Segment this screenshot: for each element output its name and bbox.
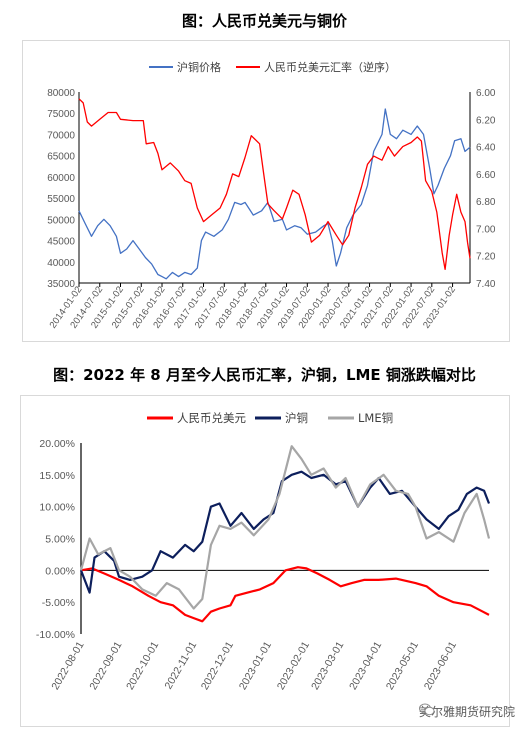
x-tick-label: 2023-05-01 — [384, 639, 421, 692]
x-tick-label: 2022-11-01 — [162, 639, 199, 691]
x-tick-label: 2023-03-01 — [309, 639, 346, 692]
y-tick-label: 5.00% — [45, 534, 75, 546]
series-line-2 — [79, 445, 491, 610]
y-left-tick-label: 65000 — [47, 152, 75, 163]
wechat-icon — [418, 703, 435, 716]
legend-label: 人民币兑美元汇率（逆序） — [264, 60, 396, 74]
y-left-tick-label: 40000 — [47, 258, 75, 269]
series-line-0 — [80, 566, 490, 623]
y-right-tick-label: 6.80 — [476, 197, 496, 208]
x-tick-label: 2022-08-01 — [49, 639, 86, 692]
y-left-tick-label: 60000 — [47, 173, 75, 184]
y-tick-label: -5.00% — [42, 597, 75, 609]
y-right-tick-label: 6.40 — [476, 143, 496, 154]
x-tick-label: 2022-12-01 — [199, 639, 236, 692]
y-left-tick-label: 50000 — [47, 215, 75, 226]
y-tick-label: -10.00% — [36, 629, 75, 641]
copper-fx-chart: 35000 40000 45000 50000 55000 60000 65000 70000… — [22, 40, 510, 342]
y-tick-label: 0.00% — [45, 565, 75, 577]
y-left-tick-label: 80000 — [47, 88, 75, 99]
y-left-tick-label: 75000 — [47, 109, 75, 120]
copper-fx-chart-svg: 35000 40000 45000 50000 55000 60000 65000 70000… — [47, 60, 496, 331]
legend-label: LME铜 — [358, 411, 393, 425]
legend-label: 沪铜 — [285, 411, 308, 425]
x-tick-label: 2022-10-01 — [124, 639, 161, 692]
y-tick-label: 10.00% — [39, 502, 75, 514]
series-line-1 — [78, 98, 471, 271]
y-right-tick-label: 6.60 — [476, 170, 496, 181]
watermark-text: 美尔雅期货研究院 — [418, 705, 515, 719]
series-line-1 — [79, 470, 491, 594]
legend-label: 沪铜价格 — [177, 60, 221, 74]
y-right-tick-label: 6.20 — [476, 115, 496, 126]
top-chart-title: 图：人民币兑美元与铜价 — [181, 12, 347, 30]
y-right-tick-label: 7.40 — [476, 279, 496, 290]
bottom-chart-title: 图：2022 年 8 月至今人民币汇率，沪铜，LME 铜涨跌幅对比 — [53, 366, 476, 384]
x-tick-label: 2023-01-01 — [237, 639, 274, 692]
series-line-0 — [78, 108, 471, 280]
y-left-tick-label: 70000 — [47, 130, 75, 141]
change-comparison-chart-svg: 20.00% 15.00% 10.00% 5.00% 0.00% -5.00% -10.00… — [36, 411, 491, 692]
x-tick-label: 2023-02-01 — [275, 639, 312, 692]
y-left-tick-label: 35000 — [47, 279, 75, 290]
legend-label: 人民币兑美元 — [177, 411, 246, 425]
watermark: 美尔雅期货研究院 — [418, 703, 515, 720]
y-right-tick-label: 7.00 — [476, 224, 496, 235]
y-right-tick-label: 7.20 — [476, 252, 496, 263]
x-tick-label: 2023-04-01 — [347, 639, 384, 692]
y-right-tick-label: 6.00 — [476, 88, 496, 99]
y-left-tick-label: 45000 — [47, 237, 75, 248]
x-tick-label: 2022-09-01 — [87, 639, 124, 692]
x-tick-label: 2023-06-01 — [422, 639, 459, 692]
change-comparison-chart: 20.00% 15.00% 10.00% 5.00% 0.00% -5.00% -10.00… — [20, 395, 510, 727]
y-left-tick-label: 55000 — [47, 194, 75, 205]
y-tick-label: 20.00% — [39, 438, 75, 450]
y-tick-label: 15.00% — [39, 470, 75, 482]
